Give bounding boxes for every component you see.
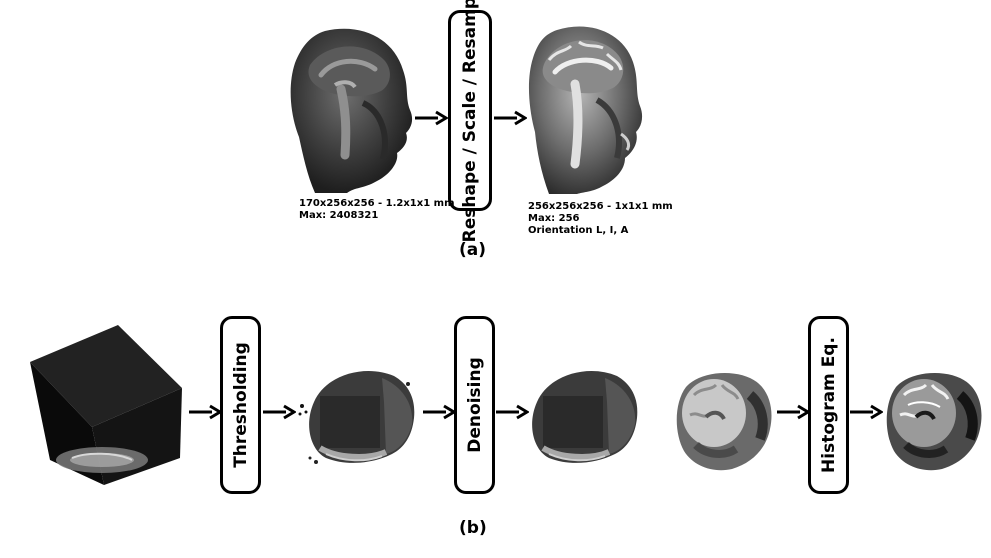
step-label: Denoising bbox=[464, 357, 485, 453]
output-volume-info: 256x256x256 - 1x1x1 mm Max: 256 Orientat… bbox=[528, 201, 673, 237]
arrow-icon bbox=[263, 404, 296, 420]
arrow-icon bbox=[423, 404, 456, 420]
head-sagittal-processed-image bbox=[528, 26, 643, 194]
input-max-value: Max: 2408321 bbox=[299, 210, 379, 221]
panel-a-label: (a) bbox=[459, 240, 487, 260]
output-orientation: Orientation L, I, A bbox=[528, 225, 629, 236]
step-label: Thresholding bbox=[230, 342, 251, 468]
arrow-icon bbox=[189, 404, 222, 420]
thresholding-step: Thresholding bbox=[220, 316, 261, 494]
output-max-value: Max: 256 bbox=[528, 213, 580, 224]
arrow-icon bbox=[850, 404, 883, 420]
step-label: Reshape / Scale / Resample bbox=[460, 0, 480, 242]
head-coronal-equalized-image bbox=[886, 372, 982, 471]
arrow-icon bbox=[415, 110, 448, 126]
panel-b-label: (b) bbox=[459, 518, 487, 538]
denoising-step: Denoising bbox=[454, 316, 495, 494]
head-thresholded-image bbox=[298, 371, 415, 464]
step-label: Histogram Eq. bbox=[818, 337, 839, 473]
raw-volume-cube-image bbox=[30, 325, 182, 485]
head-denoised-image bbox=[532, 371, 638, 463]
head-sagittal-raw-image bbox=[290, 28, 413, 193]
input-dimensions: 170x256x256 - 1.2x1x1 mm bbox=[299, 198, 455, 209]
reshape-scale-resample-step: Reshape / Scale / Resample bbox=[448, 0, 492, 242]
arrow-icon bbox=[777, 404, 810, 420]
input-volume-info: 170x256x256 - 1.2x1x1 mm Max: 2408321 bbox=[299, 198, 455, 222]
arrow-icon bbox=[496, 404, 529, 420]
histogram-equalization-step: Histogram Eq. bbox=[808, 316, 849, 494]
head-coronal-before-equalization-image bbox=[676, 372, 772, 471]
arrow-icon bbox=[494, 110, 527, 126]
output-dimensions: 256x256x256 - 1x1x1 mm bbox=[528, 201, 673, 212]
